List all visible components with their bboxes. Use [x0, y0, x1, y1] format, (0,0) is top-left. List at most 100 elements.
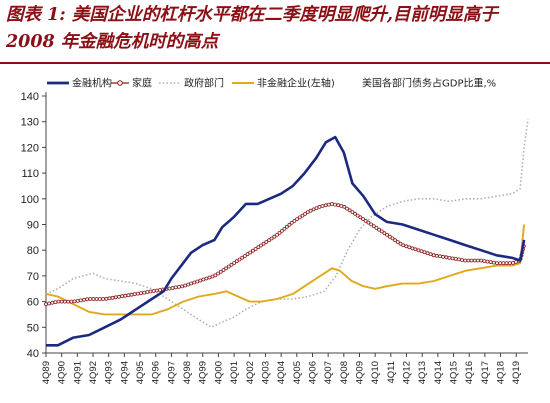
- series-marker: [336, 203, 341, 208]
- series-marker: [258, 243, 263, 248]
- series-marker: [50, 300, 55, 305]
- y-tick-label: 60: [27, 297, 39, 309]
- series-marker: [135, 291, 140, 296]
- series-marker: [444, 255, 449, 260]
- series-marker: [416, 248, 421, 253]
- x-tick-label: 4Q93: [104, 361, 115, 384]
- series-marker: [198, 278, 203, 283]
- series-marker: [139, 291, 143, 296]
- series-1: [44, 201, 526, 307]
- series-marker: [428, 252, 433, 257]
- series-marker: [390, 236, 395, 241]
- x-tick-label: 4Q05: [292, 361, 303, 384]
- series-marker: [476, 258, 480, 263]
- series-marker: [269, 236, 274, 241]
- series-marker: [284, 224, 289, 229]
- series-marker: [158, 288, 162, 292]
- series-marker: [350, 210, 355, 215]
- series-marker: [326, 202, 331, 207]
- series-marker: [275, 232, 279, 237]
- legend-label: 政府部门: [184, 77, 224, 90]
- series-marker: [342, 204, 347, 209]
- series-marker: [323, 203, 328, 208]
- series-marker: [85, 297, 89, 302]
- series-marker: [419, 249, 424, 254]
- series-marker: [300, 213, 305, 218]
- series-marker: [107, 296, 112, 301]
- series-marker: [404, 244, 409, 249]
- series-marker: [221, 268, 226, 272]
- series-marker: [482, 259, 487, 264]
- y-tick-label: 90: [27, 220, 39, 232]
- series-marker: [218, 269, 223, 274]
- series-marker: [148, 289, 153, 294]
- series-marker: [410, 246, 415, 251]
- x-tick-label: 4Q90: [57, 361, 68, 384]
- series-marker: [207, 275, 212, 280]
- series-marker: [353, 211, 357, 216]
- series-marker: [253, 247, 258, 251]
- series-marker: [333, 202, 337, 207]
- series-marker: [72, 299, 77, 304]
- legend-item-3: 非金融企业(左轴): [232, 77, 335, 90]
- series-marker: [117, 294, 121, 299]
- series-marker: [186, 282, 191, 287]
- y-tick-label: 130: [21, 117, 39, 129]
- series-marker: [232, 261, 237, 265]
- series-marker: [377, 227, 382, 232]
- series-marker: [170, 286, 175, 290]
- series-marker: [195, 279, 200, 284]
- x-tick-label: 4Q92: [88, 361, 99, 384]
- series-marker: [491, 260, 496, 265]
- series-0: [46, 135, 526, 347]
- series-marker: [145, 290, 150, 294]
- x-tick-label: 4Q96: [151, 361, 162, 384]
- series-marker: [126, 293, 131, 298]
- series-marker: [44, 302, 48, 307]
- series-marker: [320, 204, 325, 208]
- series-marker: [488, 260, 493, 265]
- series-marker: [450, 256, 455, 261]
- series-marker: [369, 222, 374, 227]
- series-marker: [303, 211, 308, 216]
- series-marker: [59, 299, 64, 304]
- series-line: [45, 118, 529, 329]
- series-marker: [441, 254, 446, 259]
- series-marker: [261, 241, 266, 246]
- x-tick-label: 4Q18: [496, 361, 507, 384]
- series-marker: [250, 248, 255, 253]
- series-marker: [329, 201, 334, 206]
- series-marker: [398, 241, 403, 246]
- series-marker: [289, 220, 294, 225]
- series-marker: [295, 217, 300, 222]
- series-marker: [463, 258, 468, 263]
- series-marker: [407, 245, 412, 250]
- series-marker: [110, 295, 115, 300]
- series-marker: [173, 285, 178, 290]
- chart-legend: 金融机构 家庭 政府部门 非金融企业(左轴) 美国各部门债务占GDP比重,%: [47, 77, 496, 90]
- series-marker: [213, 273, 218, 278]
- series-marker: [514, 259, 518, 264]
- series-marker: [422, 250, 427, 255]
- x-tick-label: 4Q13: [417, 361, 428, 384]
- series-marker: [201, 277, 206, 282]
- series-marker: [501, 261, 506, 266]
- series-marker: [287, 222, 292, 227]
- series-marker: [339, 203, 344, 208]
- series-marker: [279, 228, 284, 233]
- chart-series: [44, 118, 529, 347]
- series-line: [45, 203, 525, 305]
- series-marker: [317, 204, 322, 209]
- legend-label: 非金融企业(左轴): [257, 77, 335, 90]
- series-marker: [456, 257, 461, 262]
- series-marker: [240, 255, 245, 260]
- series-marker: [395, 240, 400, 244]
- series-marker: [53, 300, 58, 305]
- series-marker: [94, 297, 99, 301]
- series-marker: [63, 299, 67, 304]
- series-marker: [498, 261, 503, 266]
- series-marker: [511, 260, 515, 265]
- chart-axes: 40 50 60 70 80 90 100 110 120 130 140 4Q89 4Q90 4Q91 4…: [21, 91, 528, 384]
- series-marker: [242, 254, 247, 258]
- series-marker: [401, 243, 406, 248]
